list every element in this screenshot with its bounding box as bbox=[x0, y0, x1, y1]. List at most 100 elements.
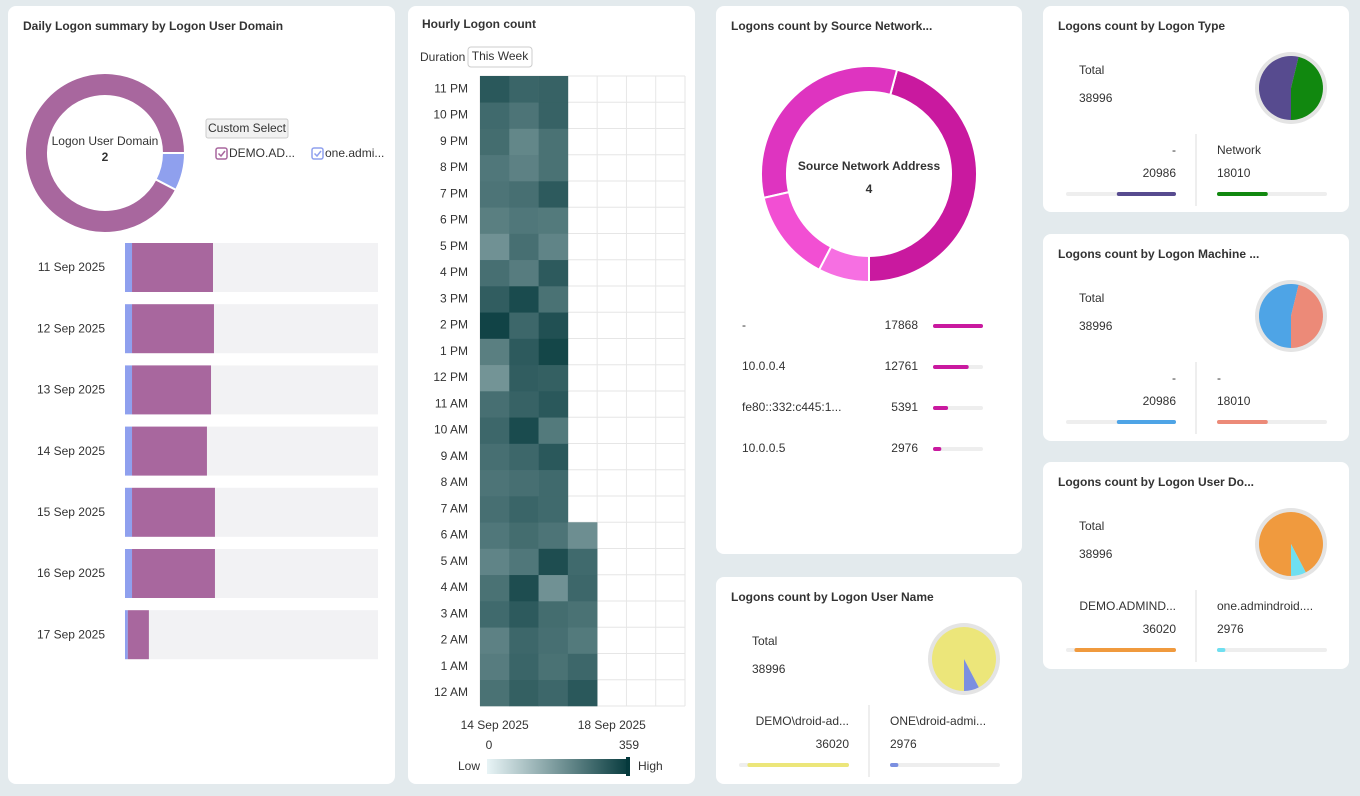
item-label: DEMO\droid-ad... bbox=[756, 714, 849, 728]
item-value: 2976 bbox=[1217, 622, 1244, 636]
y-tick-label: 11 Sep 2025 bbox=[38, 260, 105, 274]
slice bbox=[1258, 512, 1323, 577]
center-label: Source Network Address bbox=[798, 159, 941, 173]
y-tick-label: 2 PM bbox=[440, 318, 468, 332]
x-tick-label: 18 Sep 2025 bbox=[578, 718, 646, 732]
bar-segment bbox=[125, 487, 133, 537]
heat-cell bbox=[480, 312, 510, 339]
slice bbox=[964, 659, 979, 691]
bar bbox=[1116, 420, 1176, 424]
bar bbox=[1217, 648, 1226, 652]
bar-segment bbox=[132, 487, 215, 537]
heat-cell bbox=[509, 181, 539, 208]
heat-cell bbox=[480, 207, 510, 234]
bar-segment bbox=[125, 365, 133, 415]
heat-cell bbox=[480, 522, 510, 549]
bar-segment bbox=[132, 365, 212, 415]
bar-segment bbox=[132, 304, 214, 354]
x-tick-label: 14 Sep 2025 bbox=[461, 718, 529, 732]
row-value: 17868 bbox=[885, 318, 919, 332]
item-value: 36020 bbox=[1143, 622, 1177, 636]
bar bbox=[933, 365, 969, 369]
color-scale-tick: 359 bbox=[619, 738, 639, 752]
button[interactable] bbox=[205, 118, 289, 139]
heat-cell bbox=[509, 627, 539, 654]
slice bbox=[1291, 56, 1323, 120]
heat-cell bbox=[538, 76, 569, 103]
color-scale-high: High bbox=[638, 759, 663, 773]
heat-cell bbox=[480, 259, 510, 287]
heat-cell bbox=[538, 417, 569, 444]
center-value: 2 bbox=[102, 150, 109, 164]
button-label[interactable]: Custom Select bbox=[208, 121, 287, 135]
heat-cell bbox=[538, 286, 569, 313]
y-tick-label: 1 AM bbox=[441, 659, 468, 673]
heat-cell bbox=[567, 627, 598, 654]
bar-segment bbox=[132, 426, 207, 476]
heat-cell bbox=[509, 469, 539, 497]
heat-cell bbox=[538, 679, 569, 707]
y-tick-label: 6 PM bbox=[440, 213, 468, 227]
total-label: Total bbox=[1079, 63, 1104, 77]
heat-cell bbox=[509, 338, 539, 366]
item-label: ONE\droid-admi... bbox=[890, 714, 986, 728]
row-value: 12761 bbox=[885, 359, 919, 373]
heat-cell bbox=[480, 364, 510, 392]
y-tick-label: 12 AM bbox=[434, 685, 468, 699]
heat-cell bbox=[538, 627, 569, 654]
y-tick-label: 17 Sep 2025 bbox=[37, 627, 105, 641]
slice bbox=[154, 152, 187, 192]
total-value: 38996 bbox=[1079, 319, 1113, 333]
item-label: - bbox=[1217, 371, 1221, 385]
heat-cell bbox=[509, 522, 539, 549]
heat-cell bbox=[509, 548, 539, 576]
heat-cell bbox=[509, 76, 539, 103]
heat-cell bbox=[480, 469, 510, 497]
heat-cell bbox=[509, 259, 539, 287]
heat-cell bbox=[538, 181, 569, 208]
heat-cell bbox=[480, 286, 510, 313]
y-tick-label: 12 Sep 2025 bbox=[37, 321, 105, 335]
legend-checkbox[interactable] bbox=[311, 147, 324, 160]
color-scale-handle bbox=[626, 757, 630, 776]
panel-title: Daily Logon summary by Logon User Domain bbox=[23, 19, 283, 33]
duration-button[interactable] bbox=[467, 46, 533, 68]
heat-cell bbox=[480, 233, 510, 261]
y-tick-label: 3 AM bbox=[441, 606, 468, 620]
heat-cell bbox=[567, 548, 598, 576]
slice bbox=[1258, 284, 1299, 348]
heat-cell bbox=[538, 338, 569, 366]
color-scale-low: Low bbox=[458, 759, 480, 773]
row-label: 10.0.0.5 bbox=[742, 441, 786, 455]
bar bbox=[1074, 648, 1176, 652]
heat-cell bbox=[480, 417, 510, 444]
color-scale bbox=[487, 759, 630, 774]
panel-title: Logons count by Logon Machine ... bbox=[1058, 247, 1259, 261]
duration-value[interactable]: This Week bbox=[472, 49, 529, 63]
legend-checkbox[interactable] bbox=[215, 147, 228, 160]
heat-cell bbox=[567, 522, 598, 549]
y-tick-label: 4 AM bbox=[441, 580, 468, 594]
heat-cell bbox=[509, 233, 539, 261]
heat-cell bbox=[480, 627, 510, 654]
y-tick-label: 16 Sep 2025 bbox=[37, 566, 105, 580]
heat-cell bbox=[509, 496, 539, 523]
item-value: 20986 bbox=[1143, 394, 1177, 408]
row-value: 5391 bbox=[891, 400, 918, 414]
total-label: Total bbox=[1079, 519, 1104, 533]
panel-title: Hourly Logon count bbox=[422, 17, 536, 31]
bar-segment bbox=[125, 243, 133, 292]
check bbox=[313, 150, 322, 158]
bar-segment bbox=[132, 549, 215, 598]
legend-label: DEMO.AD... bbox=[229, 146, 295, 160]
bar-track bbox=[1217, 648, 1327, 652]
item-value: 20986 bbox=[1143, 166, 1177, 180]
panel-title: Logons count by Logon User Do... bbox=[1058, 475, 1254, 489]
item-label: - bbox=[1172, 143, 1176, 157]
bar-track bbox=[890, 763, 1000, 767]
bar bbox=[933, 324, 983, 328]
row-label: - bbox=[742, 318, 746, 332]
slice bbox=[1291, 544, 1306, 576]
y-tick-label: 3 PM bbox=[440, 291, 468, 305]
